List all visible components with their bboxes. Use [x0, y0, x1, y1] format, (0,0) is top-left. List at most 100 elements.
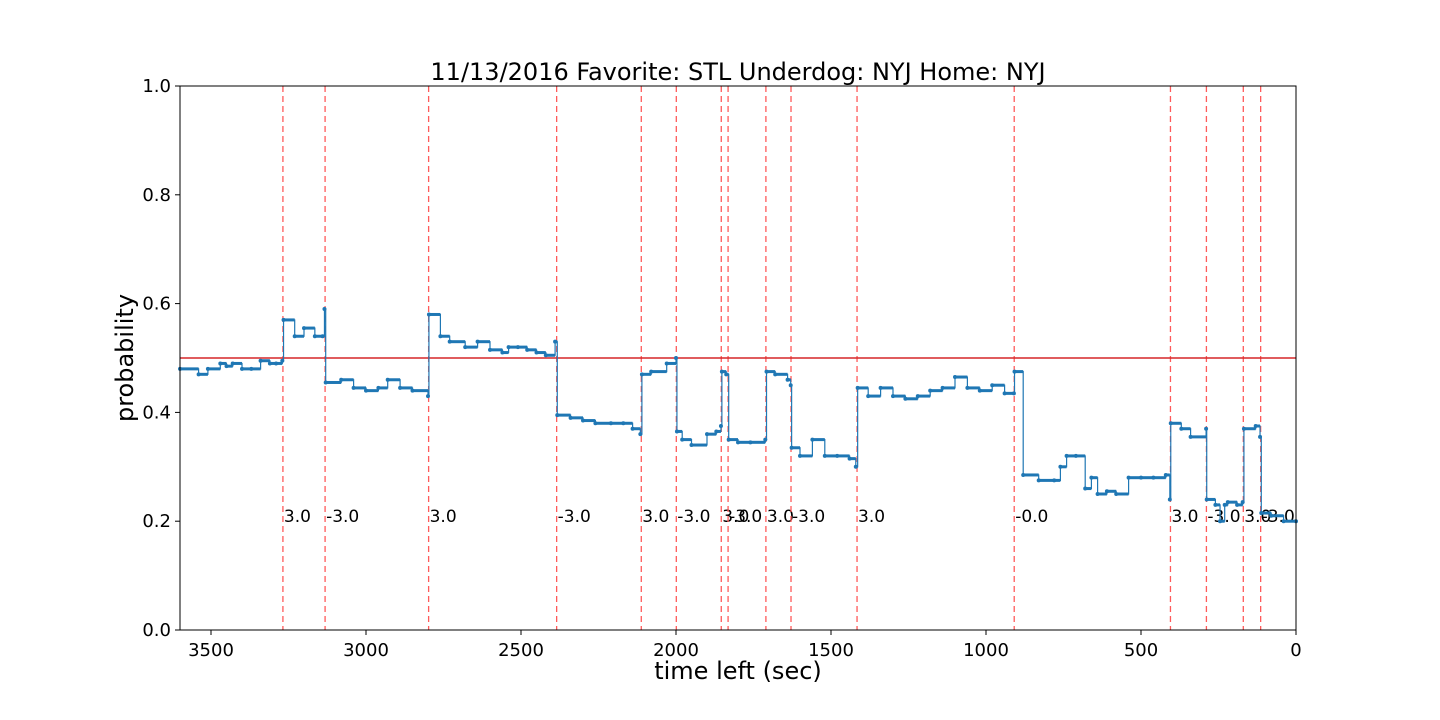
- data-point: [798, 453, 802, 458]
- data-point: [500, 350, 505, 355]
- data-point: [274, 361, 279, 366]
- data-point: [515, 345, 520, 350]
- data-point: [506, 345, 511, 350]
- data-point: [488, 347, 492, 352]
- data-point: [302, 326, 306, 331]
- data-point: [1163, 472, 1168, 477]
- x-axis: 3500 3000 2500 2000 1500 1000 500 0: [188, 630, 1302, 661]
- data-point: [1021, 472, 1026, 477]
- event-label: 3.0: [722, 507, 749, 527]
- event-label: -3.0: [729, 507, 762, 527]
- data-point: [1036, 478, 1041, 483]
- data-point: [822, 453, 827, 458]
- data-point: [426, 312, 431, 317]
- data-point: [1114, 492, 1119, 496]
- data-point: [196, 372, 201, 377]
- event-label: -3.0: [677, 507, 710, 527]
- x-tick-label: 1000: [963, 640, 1009, 661]
- data-point: [1188, 434, 1193, 439]
- data-point: [953, 375, 957, 380]
- data-point: [543, 353, 548, 358]
- event-label: 3.0: [858, 507, 885, 527]
- data-point: [664, 361, 669, 366]
- data-point: [364, 388, 368, 393]
- data-point: [525, 347, 530, 352]
- x-tick-label: 2000: [653, 640, 699, 661]
- data-point: [1204, 497, 1209, 502]
- x-tick-label: 2500: [498, 640, 544, 661]
- data-point: [281, 317, 286, 322]
- x-tick-label: 500: [1124, 640, 1158, 661]
- data-point: [1225, 500, 1230, 505]
- data-point: [621, 421, 626, 426]
- data-point: [903, 396, 908, 401]
- event-label: 3.0: [767, 507, 794, 527]
- data-point: [463, 345, 468, 350]
- data-point: [410, 388, 415, 393]
- data-point: [1104, 489, 1109, 494]
- data-point: [965, 385, 970, 390]
- x-tick-label: 0: [1290, 640, 1301, 661]
- data-point: [534, 350, 539, 355]
- data-point: [1012, 369, 1017, 374]
- data-point: [724, 372, 729, 377]
- data-point: [718, 424, 723, 428]
- data-point: [292, 334, 297, 339]
- data-point: [1179, 426, 1184, 431]
- data-point: [726, 437, 731, 442]
- data-point: [674, 356, 678, 360]
- data-point: [1011, 391, 1016, 396]
- data-point: [1204, 426, 1209, 431]
- y-tick-label: 0.6: [142, 294, 171, 315]
- data-point: [638, 432, 643, 437]
- event-label: 3.0: [642, 507, 669, 527]
- data-point: [689, 443, 694, 448]
- data-point: [385, 377, 390, 382]
- data-point: [1281, 519, 1286, 524]
- data-point: [705, 432, 709, 437]
- data-point: [639, 372, 644, 377]
- data-point: [224, 364, 229, 369]
- y-tick-label: 0.0: [142, 620, 171, 641]
- data-point: [1002, 391, 1007, 396]
- data-point: [847, 456, 852, 461]
- event-label: 3.0: [284, 507, 311, 527]
- data-point: [928, 388, 933, 393]
- data-point: [1073, 453, 1078, 458]
- data-point: [555, 413, 560, 418]
- data-point: [736, 440, 740, 445]
- data-point: [748, 440, 753, 445]
- data-point: [853, 464, 858, 469]
- data-point: [1258, 434, 1263, 439]
- data-point: [866, 394, 871, 399]
- x-tick-label: 3500: [188, 640, 234, 661]
- data-point: [1253, 424, 1258, 428]
- data-point: [438, 334, 443, 339]
- data-point: [267, 361, 272, 366]
- data-point: [581, 418, 585, 423]
- data-point: [1064, 453, 1069, 458]
- data-point: [649, 369, 654, 374]
- data-point: [977, 388, 982, 393]
- data-point: [320, 334, 325, 339]
- data-point: [312, 334, 317, 339]
- y-tick-label: 0.8: [142, 185, 171, 206]
- data-point: [351, 385, 356, 390]
- data-point: [891, 394, 895, 399]
- data-point: [1139, 475, 1143, 480]
- data-point: [1089, 475, 1094, 480]
- data-point: [1151, 475, 1156, 480]
- event-label: -3.0: [792, 507, 825, 527]
- y-tick-label: 0.4: [142, 402, 171, 423]
- event-label: 3.0: [1171, 507, 1198, 527]
- data-point: [764, 369, 769, 374]
- data-point: [1269, 513, 1274, 518]
- data-point: [230, 361, 235, 366]
- data-point: [1126, 475, 1131, 480]
- data-point: [855, 385, 860, 390]
- data-point: [878, 385, 883, 390]
- y-axis: 0.0 0.2 0.4 0.6 0.8 1.0: [142, 76, 180, 641]
- data-point: [1168, 421, 1173, 426]
- data-point: [1218, 519, 1223, 524]
- data-point: [447, 339, 452, 344]
